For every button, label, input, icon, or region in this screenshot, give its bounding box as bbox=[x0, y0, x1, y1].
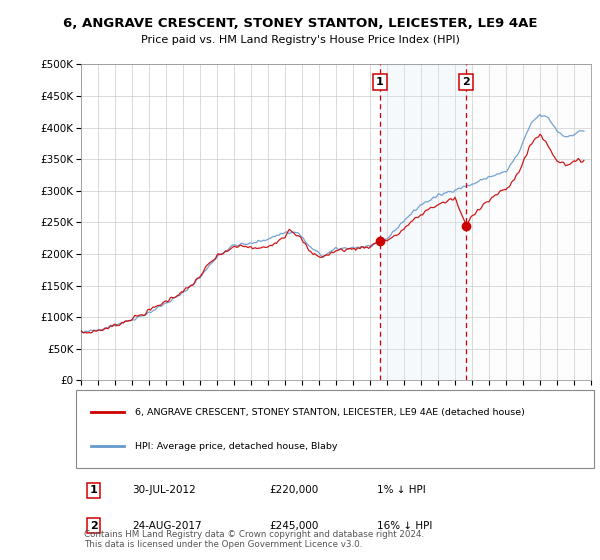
Text: £220,000: £220,000 bbox=[270, 485, 319, 495]
Text: 24-AUG-2017: 24-AUG-2017 bbox=[132, 521, 202, 531]
Text: £245,000: £245,000 bbox=[270, 521, 319, 531]
Text: 6, ANGRAVE CRESCENT, STONEY STANTON, LEICESTER, LE9 4AE (detached house): 6, ANGRAVE CRESCENT, STONEY STANTON, LEI… bbox=[134, 408, 524, 417]
Text: Price paid vs. HM Land Registry's House Price Index (HPI): Price paid vs. HM Land Registry's House … bbox=[140, 35, 460, 45]
Text: 6, ANGRAVE CRESCENT, STONEY STANTON, LEICESTER, LE9 4AE: 6, ANGRAVE CRESCENT, STONEY STANTON, LEI… bbox=[63, 17, 537, 30]
Bar bbox=[466, 64, 591, 380]
Text: 2: 2 bbox=[90, 521, 98, 531]
FancyBboxPatch shape bbox=[76, 390, 593, 468]
Text: HPI: Average price, detached house, Blaby: HPI: Average price, detached house, Blab… bbox=[134, 442, 337, 451]
Text: 2: 2 bbox=[462, 77, 470, 87]
Text: 30-JUL-2012: 30-JUL-2012 bbox=[132, 485, 196, 495]
Text: 1: 1 bbox=[90, 485, 98, 495]
Text: 16% ↓ HPI: 16% ↓ HPI bbox=[377, 521, 432, 531]
Bar bbox=[380, 64, 466, 380]
Text: 1: 1 bbox=[376, 77, 384, 87]
Text: 1% ↓ HPI: 1% ↓ HPI bbox=[377, 485, 425, 495]
Text: Contains HM Land Registry data © Crown copyright and database right 2024.
This d: Contains HM Land Registry data © Crown c… bbox=[83, 530, 424, 549]
